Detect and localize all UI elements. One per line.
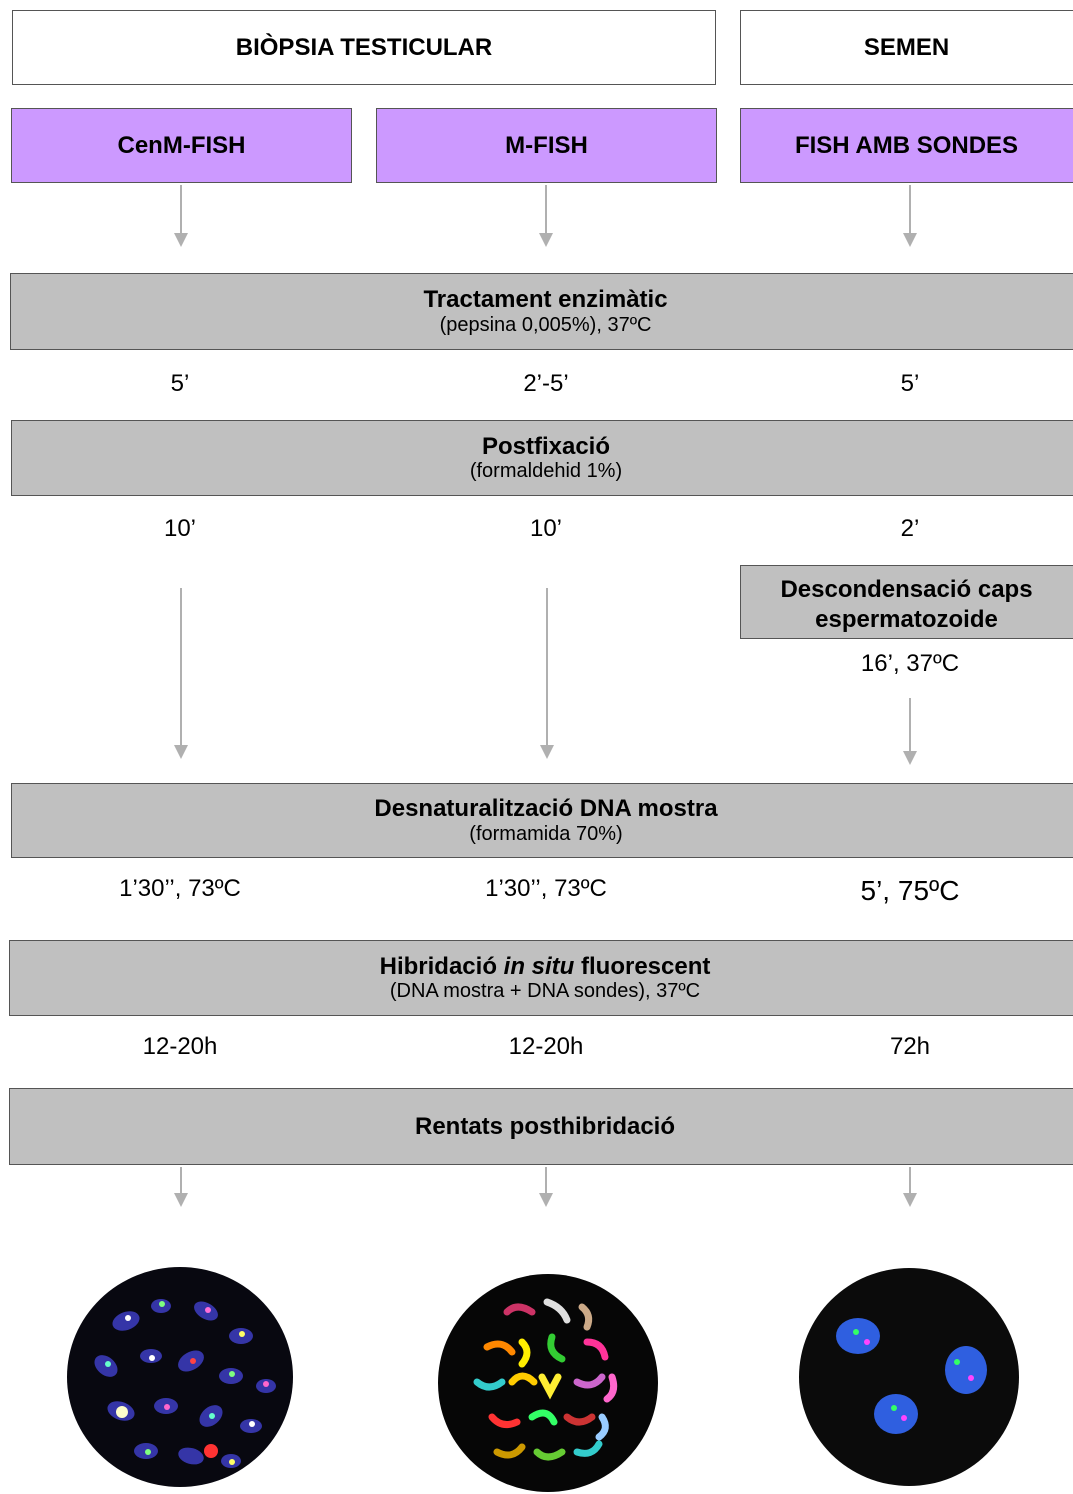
- time-mfish-postfixacio: 10’: [529, 515, 563, 542]
- arrow-head: [903, 751, 917, 765]
- arrow-head: [174, 745, 188, 759]
- step-title: Rentats posthibridació: [414, 1112, 676, 1140]
- time-mfish-tractament: 2’-5’: [523, 370, 569, 397]
- step-title: Descondensació caps espermatozoide: [780, 576, 1033, 633]
- cenm-fish-image: [67, 1267, 293, 1487]
- time-mfish-hibridacio: 12-20h: [508, 1033, 584, 1060]
- step-tractament-enzimatic: Tractament enzimàtic (pepsina 0,005%), 3…: [10, 273, 1073, 350]
- step-title: Hibridació in situ fluorescent: [380, 953, 711, 981]
- step-subtitle: (pepsina 0,005%), 37ºC: [439, 313, 652, 336]
- step-subtitle: (DNA mostra + DNA sondes), 37ºC: [389, 980, 701, 1003]
- step-desnaturalitzacio: Desnaturalització DNA mostra (formamida …: [11, 783, 1073, 858]
- time-semen-postfixacio: 2’: [900, 515, 920, 542]
- step-title-post: fluorescent: [574, 952, 711, 980]
- step-title: Desnaturalització DNA mostra: [374, 795, 718, 823]
- step-descondensacio: Descondensació caps espermatozoide: [740, 565, 1073, 639]
- technique-label: M-FISH: [505, 131, 588, 159]
- arrow-head: [540, 745, 554, 759]
- step-subtitle: (formaldehid 1%): [469, 460, 623, 483]
- header-biopsia-label: BIÒPSIA TESTICULAR: [235, 33, 493, 61]
- time-cenm-tractament: 5’: [170, 370, 190, 397]
- header-biopsia-testicular: BIÒPSIA TESTICULAR: [12, 10, 716, 85]
- arrow-head: [903, 1193, 917, 1207]
- sperm-fish-image: [799, 1268, 1019, 1486]
- arrow-head: [174, 1193, 188, 1207]
- time-semen-desnaturalitzacio: 5’, 75ºC: [860, 875, 960, 906]
- m-fish-image: [438, 1274, 658, 1492]
- arrow-head: [903, 233, 917, 247]
- technique-fish-amb-sondes: FISH AMB SONDES: [740, 108, 1073, 183]
- step-title-pre: Hibridació: [379, 952, 504, 980]
- time-semen-hibridacio: 72h: [889, 1033, 931, 1060]
- header-semen: SEMEN: [740, 10, 1073, 85]
- step-subtitle: (formamida 70%): [469, 822, 623, 845]
- technique-cenm-fish: CenM-FISH: [11, 108, 352, 183]
- arrow-head: [174, 233, 188, 247]
- step-hibridacio: Hibridació in situ fluorescent (DNA most…: [9, 940, 1073, 1016]
- time-cenm-postfixacio: 10’: [163, 515, 197, 542]
- header-semen-label: SEMEN: [863, 33, 950, 61]
- step-rentats: Rentats posthibridació: [9, 1088, 1073, 1165]
- technique-m-fish: M-FISH: [376, 108, 717, 183]
- time-mfish-desnaturalitzacio: 1’30’’, 73ºC: [485, 875, 607, 902]
- time-semen-tractament: 5’: [900, 370, 920, 397]
- time-semen-descondensacio: 16’, 37ºC: [860, 650, 960, 677]
- step-title-italic: in situ: [503, 952, 575, 980]
- time-cenm-hibridacio: 12-20h: [142, 1033, 218, 1060]
- arrow-head: [539, 1193, 553, 1207]
- technique-label: FISH AMB SONDES: [794, 131, 1019, 159]
- technique-label: CenM-FISH: [117, 131, 246, 159]
- arrow-head: [539, 233, 553, 247]
- step-title: Postfixació: [481, 432, 611, 460]
- time-cenm-desnaturalitzacio: 1’30’’, 73ºC: [119, 875, 241, 902]
- step-title: Tractament enzimàtic: [423, 286, 668, 314]
- step-postfixacio: Postfixació (formaldehid 1%): [11, 420, 1073, 496]
